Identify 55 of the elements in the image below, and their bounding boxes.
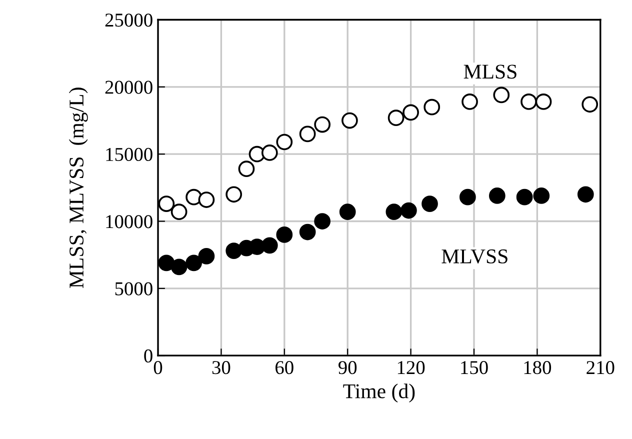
point (276, 226, 293, 243)
point (299, 126, 316, 142)
point (342, 112, 358, 129)
x-tick-label: 180 (524, 361, 552, 374)
x-tick-label: 0 (154, 361, 162, 374)
point (535, 94, 552, 110)
x-tick-label: 210 (586, 361, 614, 374)
x-tick-label: 90 (338, 361, 357, 374)
point (402, 104, 419, 121)
point (170, 204, 188, 220)
point (186, 254, 202, 272)
point (238, 160, 255, 178)
x-tick-label: 60 (276, 361, 294, 374)
point (488, 188, 506, 204)
point (198, 192, 215, 208)
x-tick-label: 120 (398, 361, 425, 374)
point (226, 186, 242, 203)
point (459, 188, 476, 206)
y-axis-title: MLSS, MLVSS (mg/L) (68, 88, 88, 288)
y-tick-label: 15000 (106, 148, 152, 162)
point (314, 116, 331, 133)
x-axis-title: Time (d) (343, 384, 415, 403)
point (314, 213, 331, 230)
point (276, 134, 293, 150)
point (386, 204, 402, 220)
point (520, 94, 537, 110)
point (261, 237, 278, 254)
point (533, 188, 550, 204)
y-tick-label: 20000 (105, 80, 152, 94)
y-tick-label: 25000 (105, 14, 152, 27)
point (158, 196, 175, 212)
x-tick-label: 30 (212, 361, 230, 374)
point (388, 110, 404, 126)
point (516, 188, 533, 206)
x-tick-label: 150 (461, 361, 488, 374)
y-tick-label: 10000 (106, 215, 152, 228)
series-label: MLVSS (442, 249, 508, 264)
point (186, 188, 202, 206)
point (577, 186, 594, 203)
point (493, 86, 510, 104)
y-tick-label: 0 (144, 349, 152, 363)
y-tick-label: 5000 (115, 282, 152, 296)
point (424, 98, 440, 116)
point (198, 248, 215, 264)
series-label: MLSS (464, 64, 516, 79)
point (170, 258, 188, 276)
point (299, 224, 316, 240)
point (422, 196, 438, 212)
point (158, 254, 175, 272)
point (226, 242, 242, 259)
point (339, 204, 356, 220)
point (261, 144, 278, 161)
point (400, 202, 417, 219)
point (582, 96, 598, 113)
point (462, 94, 478, 110)
